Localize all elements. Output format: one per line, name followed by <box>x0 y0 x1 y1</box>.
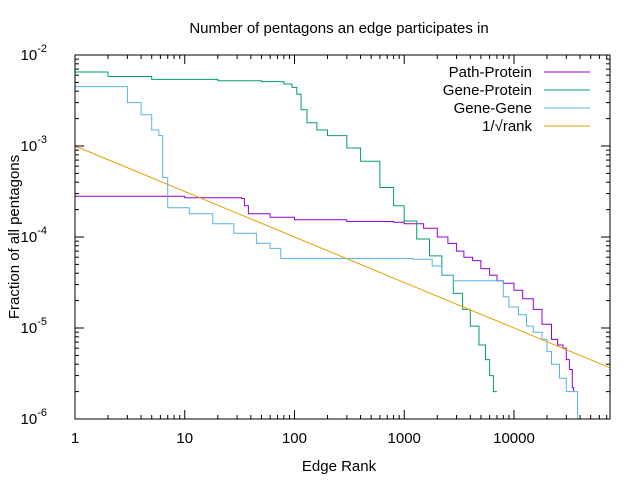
y-tick-base: 10 <box>21 320 38 337</box>
legend-label-inverse-sqrt-rank: 1/√rank <box>482 118 532 135</box>
legend-label-path-protein: Path-Protein <box>449 64 532 81</box>
y-axis-ticks: 10-610-510-410-310-2 <box>21 43 610 428</box>
y-tick-label: 10-4 <box>21 225 47 246</box>
y-tick-label: 10-3 <box>21 134 47 155</box>
x-axis-label: Edge Rank <box>302 458 377 475</box>
y-tick-exponent: -5 <box>37 316 47 328</box>
y-tick-label: 10-2 <box>21 43 47 64</box>
y-tick-exponent: -6 <box>37 407 47 419</box>
series-line-gene-gene <box>75 86 610 420</box>
y-tick-base: 10 <box>21 229 38 246</box>
y-tick-exponent: -3 <box>37 134 47 146</box>
y-tick-exponent: -2 <box>37 43 47 55</box>
x-tick-label: 1 <box>71 430 79 447</box>
legend-label-gene-protein: Gene-Protein <box>443 82 532 99</box>
y-tick-base: 10 <box>21 47 38 64</box>
y-tick-base: 10 <box>21 411 38 428</box>
y-axis-label: Fraction of all pentagons <box>6 155 23 319</box>
y-tick-exponent: -4 <box>37 225 47 237</box>
x-tick-label: 10 <box>176 430 193 447</box>
y-tick-label: 10-5 <box>21 316 47 337</box>
x-tick-label: 10000 <box>493 430 535 447</box>
series-line-gene-protein <box>75 71 497 393</box>
y-tick-base: 10 <box>21 138 38 155</box>
x-tick-label: 100 <box>282 430 307 447</box>
x-axis-ticks: 1 10 100 1000 10000 <box>71 55 608 447</box>
series-line-path-protein <box>75 195 575 392</box>
x-tick-label: 1000 <box>388 430 421 447</box>
legend-label-gene-gene: Gene-Gene <box>454 100 532 117</box>
chart-title: Number of pentagons an edge participates… <box>189 20 488 37</box>
series-line-inverse-sqrt-rank <box>74 145 611 369</box>
y-tick-label: 10-6 <box>21 407 47 428</box>
series-layer <box>74 71 611 420</box>
